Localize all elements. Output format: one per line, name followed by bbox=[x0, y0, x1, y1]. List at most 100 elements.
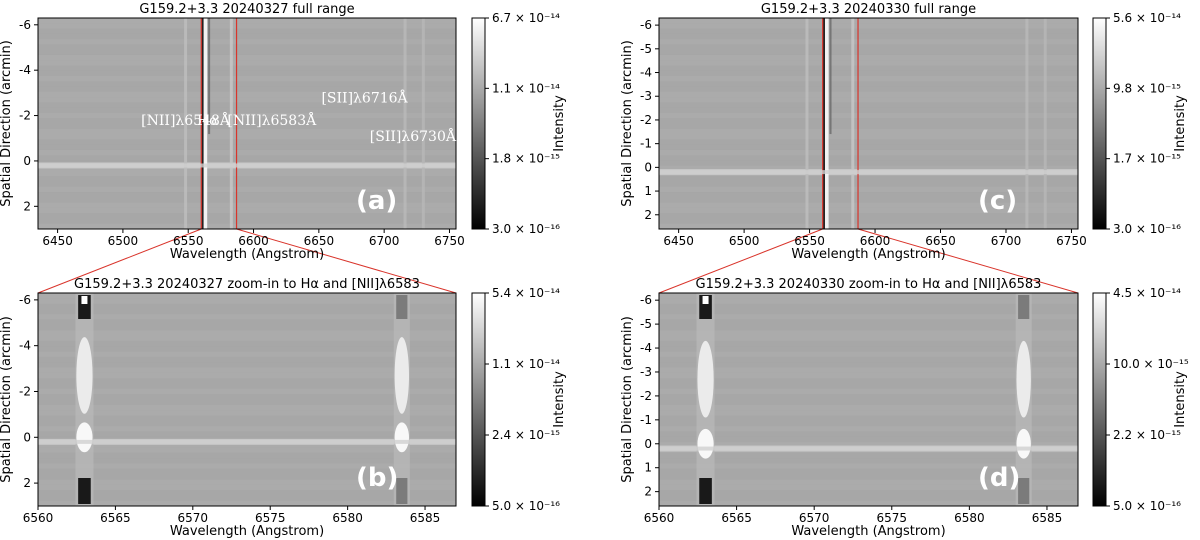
noise-stripe bbox=[38, 70, 456, 77]
emission-column bbox=[851, 18, 855, 229]
noise-stripe bbox=[659, 346, 1078, 352]
y-tick-label: 0 bbox=[23, 154, 31, 168]
spectrum-image bbox=[659, 18, 1078, 229]
dark-blob-top bbox=[1018, 295, 1030, 319]
noise-stripe bbox=[38, 484, 456, 491]
noise-stripe bbox=[38, 149, 456, 156]
noise-stripe bbox=[38, 394, 456, 400]
bright-row bbox=[659, 446, 1078, 451]
noise-stripe bbox=[38, 176, 456, 182]
emission-column bbox=[403, 18, 407, 229]
noise-stripe bbox=[38, 86, 456, 92]
dark-blob-bottom bbox=[699, 478, 712, 504]
axes-frame bbox=[658, 292, 1079, 507]
y-tick-label: -1 bbox=[640, 137, 652, 151]
noise-stripe bbox=[38, 91, 456, 98]
emission-glow bbox=[76, 422, 93, 453]
emission-column bbox=[1043, 18, 1047, 229]
noise-stripe bbox=[659, 399, 1078, 405]
zoom-connector-right bbox=[236, 228, 457, 294]
noise-stripe bbox=[38, 330, 456, 336]
colorbar-label: Intensity bbox=[552, 371, 567, 428]
emission-line-label: [NII]λ6548Å bbox=[141, 111, 231, 129]
noise-stripe bbox=[38, 139, 456, 145]
x-tick-label: 6750 bbox=[434, 234, 465, 248]
dark-blob-bottom bbox=[1018, 478, 1030, 504]
noise-stripe bbox=[659, 479, 1078, 485]
noise-stripe bbox=[38, 319, 456, 325]
spectrum-image bbox=[38, 18, 456, 229]
panel-b: G159.2+3.3 20240327 zoom-in to Hα and [N… bbox=[0, 277, 567, 539]
noise-stripe bbox=[659, 490, 1078, 496]
colorbar-label: Intensity bbox=[1173, 371, 1188, 428]
x-tick-label: 6450 bbox=[663, 234, 694, 248]
noise-stripe bbox=[659, 54, 1078, 61]
noise-stripe bbox=[38, 207, 456, 214]
noise-stripe bbox=[659, 18, 1078, 24]
noise-stripe bbox=[659, 308, 1078, 315]
panel-letter: (d) bbox=[978, 463, 1020, 493]
y-tick-label: 1 bbox=[644, 184, 652, 198]
noise-stripe bbox=[659, 39, 1078, 45]
noise-stripe bbox=[659, 139, 1078, 145]
noise-stripe bbox=[659, 118, 1078, 124]
noise-stripe bbox=[38, 410, 456, 416]
noise-stripe bbox=[38, 102, 456, 108]
noise-stripe bbox=[38, 346, 456, 352]
colorbar-tick-label: 10.0 × 10⁻¹⁵ bbox=[1113, 357, 1189, 371]
y-tick-label: 2 bbox=[23, 476, 31, 490]
y-tick-label: -6 bbox=[19, 18, 31, 32]
noise-stripe bbox=[659, 394, 1078, 400]
emission-glow bbox=[697, 428, 714, 459]
x-tick-label: 6500 bbox=[108, 234, 139, 248]
noise-stripe bbox=[659, 176, 1078, 182]
noise-stripe bbox=[38, 362, 456, 368]
colorbar-tick-label: 5.6 × 10⁻¹⁴ bbox=[1113, 11, 1181, 25]
dark-column bbox=[201, 18, 204, 229]
noise-stripe bbox=[659, 463, 1078, 469]
spectrum-image bbox=[38, 293, 456, 506]
y-tick-label: -4 bbox=[19, 63, 31, 77]
noise-stripe bbox=[659, 293, 1078, 299]
emission-column bbox=[203, 18, 208, 229]
x-tick-label: 6600 bbox=[860, 234, 891, 248]
noise-stripe bbox=[659, 60, 1078, 66]
noise-stripe bbox=[659, 383, 1078, 389]
colorbar-tick-label: 5.0 × 10⁻¹⁶ bbox=[492, 499, 560, 513]
noise-stripe bbox=[38, 39, 456, 45]
noise-stripe bbox=[38, 447, 456, 453]
panel-letter: (c) bbox=[978, 186, 1017, 216]
noise-stripe bbox=[659, 452, 1078, 459]
noise-stripe bbox=[659, 181, 1078, 187]
noise-stripe bbox=[659, 160, 1078, 166]
noise-stripe bbox=[38, 314, 456, 320]
noise-stripe bbox=[38, 18, 456, 24]
noise-stripe bbox=[659, 81, 1078, 87]
emission-column bbox=[184, 18, 188, 229]
y-axis-label: Spatial Direction (arcmin) bbox=[0, 40, 14, 207]
noise-stripe bbox=[659, 388, 1078, 395]
dark-blob-bottom bbox=[78, 478, 91, 504]
y-tick-label: 0 bbox=[644, 160, 652, 174]
noise-stripe bbox=[38, 118, 456, 124]
bright-row bbox=[38, 163, 456, 168]
x-axis-label: Wavelength (Angstrom) bbox=[791, 247, 945, 262]
noise-stripe bbox=[38, 404, 456, 411]
x-axis-label: Wavelength (Angstrom) bbox=[170, 524, 324, 539]
noise-stripe bbox=[659, 410, 1078, 416]
panel-d: G159.2+3.3 20240330 zoom-in to Hα and [N… bbox=[620, 277, 1189, 539]
noise-stripe bbox=[38, 308, 456, 315]
colorbar-tick-label: 1.1 × 10⁻¹⁴ bbox=[492, 357, 560, 371]
noise-stripe bbox=[38, 107, 456, 113]
noise-stripe bbox=[38, 500, 456, 506]
noise-stripe bbox=[659, 495, 1078, 501]
noise-stripe bbox=[659, 362, 1078, 368]
noise-stripe bbox=[659, 112, 1078, 119]
emission-line-label: [SII]λ6730Å bbox=[370, 127, 457, 145]
noise-stripe bbox=[38, 186, 456, 193]
noise-stripe bbox=[38, 458, 456, 464]
noise-stripe bbox=[38, 388, 456, 395]
y-tick-label: -6 bbox=[640, 293, 652, 307]
x-tick-label: 6650 bbox=[304, 234, 335, 248]
noise-stripe bbox=[659, 186, 1078, 193]
